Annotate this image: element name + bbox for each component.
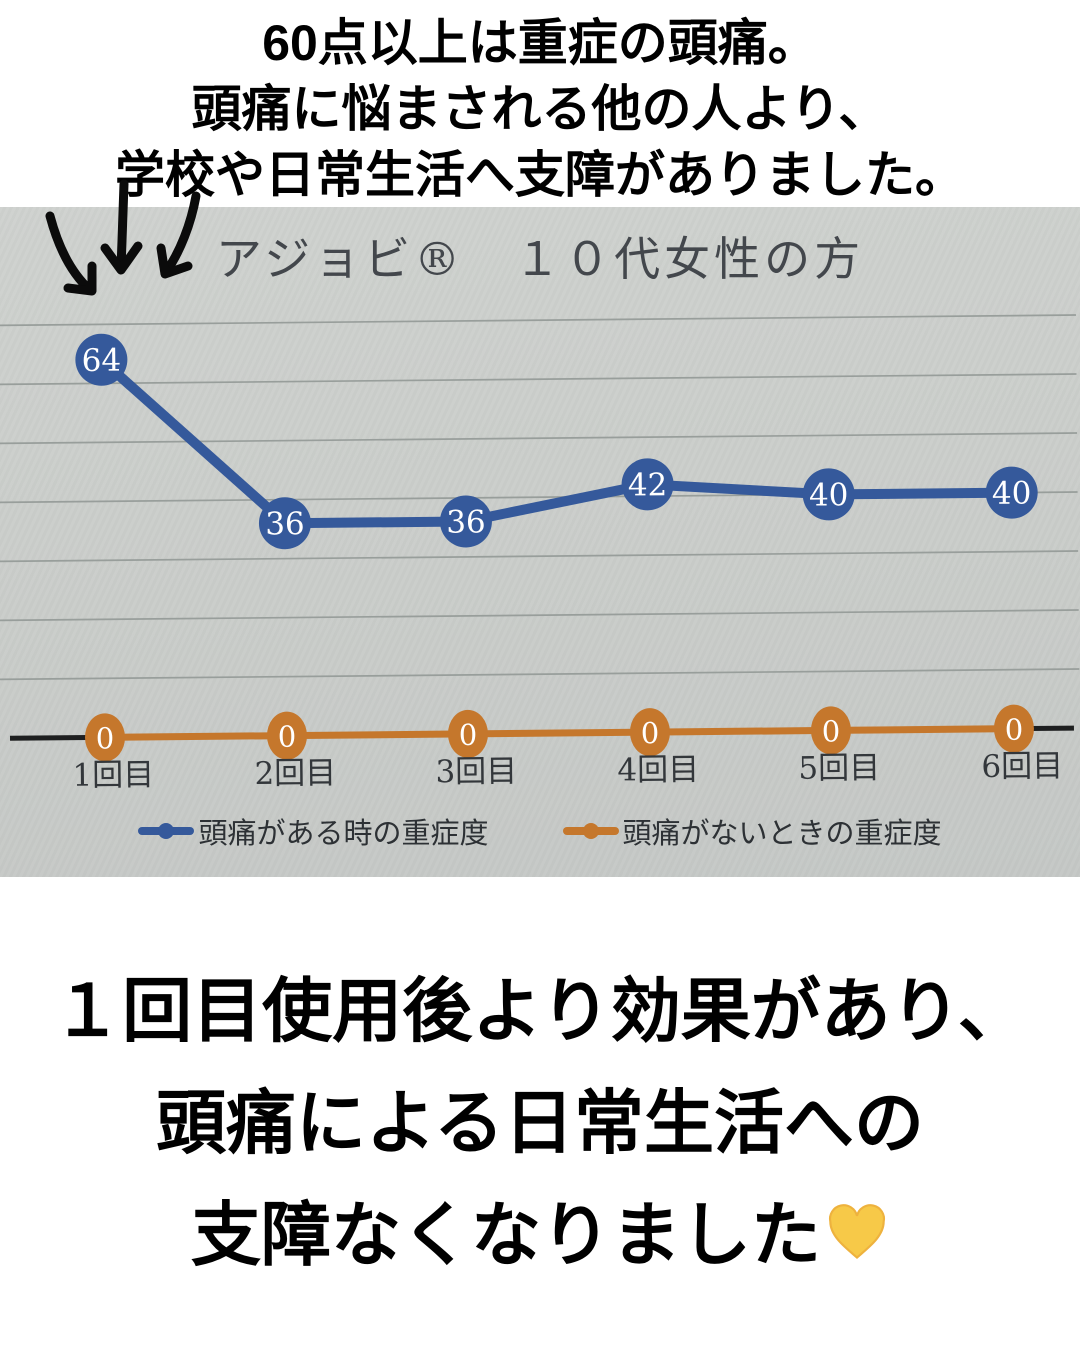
svg-text:2回目: 2回目 [254, 755, 336, 792]
chart-legend: 頭痛がある時の重症度 頭痛がないときの重症度 [0, 810, 1080, 852]
svg-text:3回目: 3回目 [435, 753, 517, 790]
bottom-caption-line-1: １回目使用後より効果があり、 [52, 972, 1028, 1050]
chart-title: アジョビ® １０代女性の方 [215, 232, 865, 286]
svg-text:36: 36 [265, 506, 305, 542]
svg-text:0: 0 [459, 718, 478, 752]
hand-drawn-arrows-icon [45, 179, 201, 296]
legend-item-with-headache: 頭痛がある時の重症度 [138, 810, 489, 852]
svg-text:5回目: 5回目 [798, 750, 880, 787]
bottom-caption-line-2: 頭痛による日常生活への [156, 1084, 924, 1162]
legend-dot-orange [582, 823, 599, 839]
svg-text:0: 0 [1005, 713, 1024, 747]
legend-dot-blue [158, 823, 175, 839]
svg-text:0: 0 [278, 720, 297, 754]
bottom-caption-line-3: 支障なくなりました [0, 1179, 1080, 1291]
legend-item-without-headache: 頭痛がないときの重症度 [562, 810, 942, 852]
svg-text:42: 42 [628, 467, 668, 503]
svg-text:4回目: 4回目 [617, 752, 699, 789]
legend-label-without-headache: 頭痛がないときの重症度 [622, 816, 942, 850]
svg-text:1回目: 1回目 [72, 757, 154, 794]
top-caption-line-3: 学校や日常生活へ支障がありました。 [115, 147, 965, 203]
svg-text:40: 40 [809, 477, 849, 513]
legend-label-with-headache: 頭痛がある時の重症度 [198, 816, 489, 850]
svg-text:0: 0 [641, 716, 660, 750]
legend-marker-orange-icon [562, 820, 619, 842]
yellow-heart-icon [828, 1204, 886, 1259]
top-caption-line-1: 60点以上は重症の頭痛。 [262, 15, 818, 71]
svg-text:36: 36 [446, 504, 486, 540]
svg-text:40: 40 [992, 475, 1032, 511]
top-caption-line-2: 頭痛に悩まされる他の人より、 [191, 81, 889, 137]
svg-text:0: 0 [96, 721, 115, 755]
svg-text:6回目: 6回目 [981, 748, 1063, 785]
bottom-caption-line-3-text: 支障なくなりました [191, 1196, 821, 1274]
legend-marker-blue-icon [138, 820, 195, 842]
svg-text:0: 0 [822, 714, 841, 748]
svg-text:64: 64 [81, 343, 121, 379]
bottom-caption: １回目使用後より効果があり、 頭痛による日常生活への 支障なくなりました [0, 955, 1080, 1291]
top-caption: 60点以上は重症の頭痛。 頭痛に悩まされる他の人より、 学校や日常生活へ支障があ… [0, 10, 1080, 208]
